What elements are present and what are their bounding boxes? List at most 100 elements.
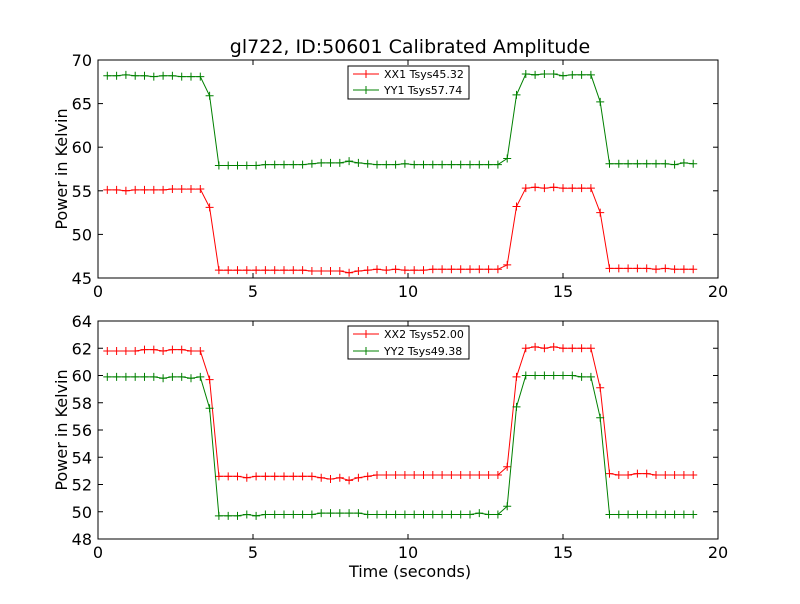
bottom-series-1-point	[447, 510, 456, 519]
bottom-series-0-point	[624, 470, 633, 479]
top-series-0-point	[614, 264, 623, 273]
bottom-series-1-point	[475, 509, 484, 518]
bottom-series-1-point	[400, 510, 409, 519]
top-series-1-point	[438, 160, 447, 169]
bottom-series-1-point	[345, 509, 354, 518]
top-series-0-point	[661, 264, 670, 273]
top-series-1-point	[335, 158, 344, 167]
top-series	[103, 69, 698, 277]
bottom-series-1-point	[605, 510, 614, 519]
top-series-0-point	[419, 266, 428, 275]
bottom-series-0-point	[531, 342, 540, 351]
bottom-series-0-point	[549, 342, 558, 351]
bottom-series-0-point	[512, 372, 521, 381]
top-series-0-point	[354, 267, 363, 276]
bottom-series-0-point	[661, 470, 670, 479]
top-series-0-point	[252, 266, 261, 275]
top-series-0-point	[270, 266, 279, 275]
bottom-series-0-point	[270, 472, 279, 481]
bottom-y-tick-label: 54	[72, 448, 92, 467]
top-series-0-point	[642, 264, 651, 273]
bottom-series-1-point	[196, 372, 205, 381]
bottom-series-1-point	[577, 372, 586, 381]
top-series-1-point	[280, 160, 288, 169]
top-series-1-point	[270, 160, 279, 169]
bottom-series-0-point	[586, 344, 595, 353]
bottom-series-0-point	[689, 470, 698, 479]
bottom-series-0-point	[280, 472, 288, 481]
top-series-0-point	[373, 265, 381, 274]
bottom-x-tick-label: 0	[93, 543, 103, 562]
bottom-series-1-point	[214, 511, 223, 520]
top-x-tick-label: 20	[708, 282, 728, 301]
bottom-series-1-point	[586, 372, 595, 381]
top-series-0-point	[205, 203, 214, 212]
bottom-series-0-point	[521, 344, 530, 353]
top-series-0-point	[363, 266, 372, 275]
bottom-series-1-point	[112, 372, 121, 381]
top-y-tick-label: 60	[72, 138, 92, 157]
bottom-series-1-point	[689, 510, 698, 519]
bottom-series-1-point	[642, 510, 651, 519]
bottom-series-0-point	[326, 475, 335, 484]
bottom-series-1-point	[531, 371, 540, 380]
top-series-1-point	[373, 160, 381, 169]
top-series-0-point	[149, 185, 158, 194]
top-series-1-point	[614, 159, 623, 168]
bottom-series-0-point	[540, 344, 549, 353]
bottom-y-axis-label: Power in Kelvin	[52, 369, 71, 490]
top-series-0-point	[177, 185, 186, 194]
top-series-0-point	[400, 266, 409, 275]
bottom-series-1-point	[652, 510, 660, 519]
top-series-0-point	[484, 265, 493, 274]
bottom-series-1-point	[224, 511, 233, 520]
bottom-ticks: 0 5 10 15 20 48 50 52 54 56 58 60 62 64	[72, 312, 729, 562]
bottom-series-1-point	[168, 372, 177, 381]
top-series-0-point	[159, 185, 168, 194]
top-series-0-point	[382, 266, 391, 275]
bottom-series-0-point	[233, 472, 242, 481]
bottom-series-1-point	[177, 372, 186, 381]
top-series-0-point	[503, 260, 512, 269]
top-series-1-point	[363, 159, 372, 168]
top-series-0-point	[512, 202, 521, 211]
bottom-series-1-point	[540, 371, 549, 380]
top-series-1-point	[512, 90, 521, 99]
bottom-series-1-point	[410, 510, 419, 519]
top-series-0-point	[391, 265, 400, 274]
top-x-tick-label: 15	[553, 282, 573, 301]
bottom-series-0-point	[242, 473, 251, 482]
bottom-series-1-point	[131, 372, 140, 381]
legend-label-yy1: YY1 Tsys57.74	[383, 84, 462, 97]
bottom-series-1-point	[252, 511, 261, 520]
bottom-series-1-point	[233, 511, 242, 520]
bottom-series-0-point	[475, 470, 484, 479]
bottom-series-1-point	[549, 371, 558, 380]
top-series-0-point	[326, 267, 335, 276]
top-series-1-point	[317, 158, 326, 167]
top-series-0-point	[196, 185, 205, 194]
top-series-0-point	[679, 265, 688, 274]
top-series-1-point	[400, 159, 409, 168]
top-series-0-point	[131, 185, 140, 194]
top-series-0-point	[103, 185, 112, 194]
top-series-1-point	[642, 159, 651, 168]
bottom-series-0-point	[568, 344, 577, 353]
top-series-1-point	[419, 160, 428, 169]
top-series-1-point	[456, 160, 465, 169]
bottom-series-1-point	[317, 509, 326, 518]
top-series-0-point	[233, 266, 242, 275]
top-series-0-point	[168, 185, 177, 194]
bottom-series-1-point	[280, 510, 288, 519]
bottom-series-0-point	[131, 346, 140, 355]
top-series-0-point	[531, 183, 540, 192]
bottom-series-1-point	[242, 510, 251, 519]
bottom-y-tick-label: 50	[72, 503, 92, 522]
bottom-series-0-point	[400, 470, 409, 479]
top-series-1-point	[540, 69, 549, 78]
bottom-y-tick-label: 62	[72, 339, 92, 358]
top-series-1-point	[214, 161, 223, 170]
bottom-series-0-point	[121, 346, 130, 355]
top-series-1-point	[233, 161, 242, 170]
bottom-series-0-point	[354, 473, 363, 482]
